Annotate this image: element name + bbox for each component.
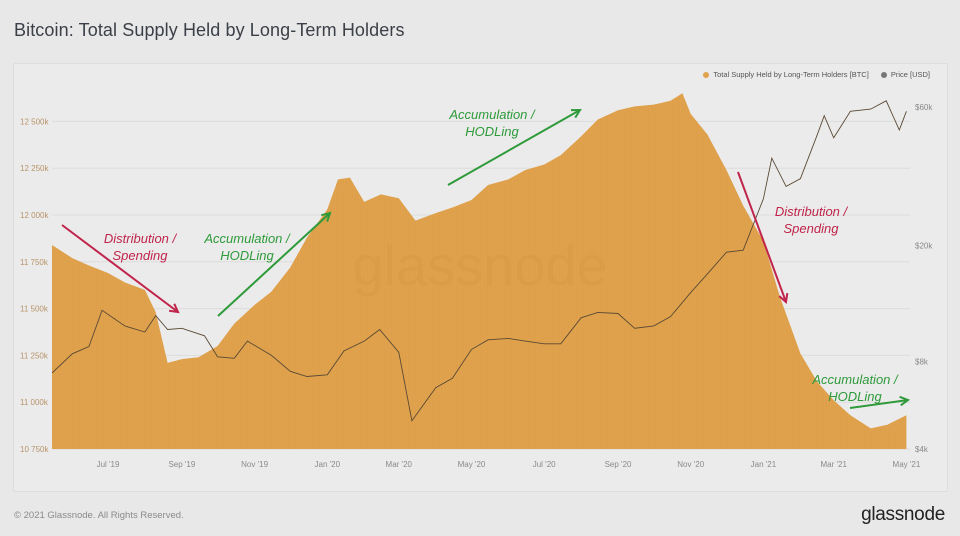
- arrowhead-icon: [168, 303, 180, 314]
- x-tick: Jan '21: [751, 460, 777, 469]
- arrowhead-icon: [570, 108, 582, 119]
- annotation-label: HODLing: [465, 124, 519, 139]
- y-left-tick: 12 500k: [20, 117, 49, 126]
- annotation-label: Distribution /: [104, 231, 178, 246]
- arrow-up-icon: [849, 399, 909, 409]
- x-tick: Sep '20: [605, 460, 632, 469]
- y-left-tick: 11 750k: [20, 258, 49, 267]
- glassnode-logo: glassnode: [861, 504, 945, 525]
- annotation-label: Accumulation /: [811, 372, 899, 387]
- arrow-up-icon: [447, 109, 581, 186]
- legend-item-price[interactable]: Price [USD]: [880, 70, 930, 79]
- arrowhead-icon: [778, 292, 789, 304]
- annotation-label: Spending: [113, 248, 169, 263]
- y-left-tick: 12 250k: [20, 164, 49, 173]
- x-tick: Mar '20: [386, 460, 413, 469]
- annotation-label: Distribution /: [775, 204, 849, 219]
- arrow-down-icon: [61, 224, 179, 313]
- supply-area: [52, 93, 907, 450]
- chart-legend: Total Supply Held by Long-Term Holders […: [703, 70, 930, 79]
- annotation-label: Accumulation /: [448, 107, 536, 122]
- x-tick: May '21: [893, 460, 921, 469]
- y-right-tick: $60k: [915, 103, 933, 112]
- chart-title: Bitcoin: Total Supply Held by Long-Term …: [14, 20, 405, 40]
- price-line: [51, 100, 907, 422]
- y-left-tick: 10 750k: [20, 445, 49, 454]
- annotation-label: HODLing: [220, 248, 274, 263]
- legend-label-price: Price [USD]: [890, 70, 930, 79]
- annotation-label: Spending: [784, 221, 840, 236]
- y-left-tick: 11 500k: [20, 305, 49, 314]
- y-right-tick: $8k: [915, 357, 929, 366]
- annotation-label: HODLing: [828, 389, 882, 404]
- legend-label-supply: Total Supply Held by Long-Term Holders […: [713, 70, 869, 79]
- copyright-text: © 2021 Glassnode. All Rights Reserved.: [14, 510, 184, 521]
- x-tick: May '20: [458, 460, 486, 469]
- x-tick: Mar '21: [821, 460, 848, 469]
- y-left-tick: 12 000k: [20, 211, 49, 220]
- x-tick: Jul '19: [97, 460, 120, 469]
- annotation-label: Accumulation /: [203, 231, 291, 246]
- legend-item-supply[interactable]: Total Supply Held by Long-Term Holders […: [703, 70, 869, 79]
- y-right-tick: $4k: [915, 445, 929, 454]
- price-swatch-icon: [880, 71, 887, 78]
- watermark: glassnode: [352, 234, 607, 297]
- y-left-tick: 11 250k: [20, 351, 49, 360]
- x-tick: Jan '20: [315, 460, 341, 469]
- y-left-tick: 11 000k: [20, 398, 49, 407]
- arrowhead-icon: [899, 395, 911, 407]
- x-tick: Nov '19: [241, 460, 268, 469]
- x-tick: Sep '19: [168, 460, 195, 469]
- x-tick: Jul '20: [533, 460, 556, 469]
- y-right-tick: $20k: [915, 242, 933, 251]
- supply-swatch-icon: [703, 71, 710, 78]
- x-tick: Nov '20: [677, 460, 704, 469]
- arrowhead-icon: [321, 211, 332, 222]
- arrow-up-icon: [217, 212, 331, 317]
- arrow-down-icon: [737, 171, 787, 303]
